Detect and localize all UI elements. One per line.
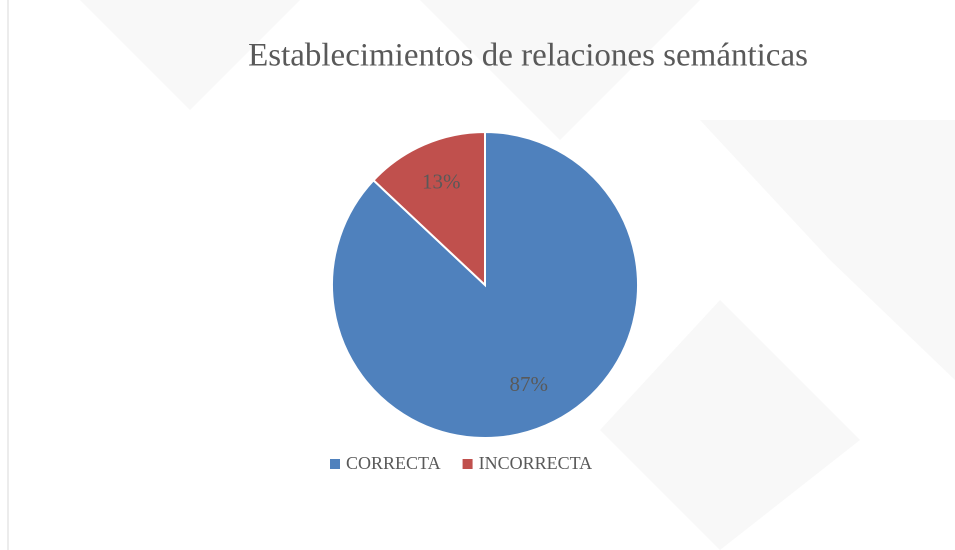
data-label: 13% <box>422 170 461 194</box>
bg-shape <box>80 0 300 110</box>
legend-swatch <box>462 459 473 469</box>
chart-title: Establecimientos de relaciones semántica… <box>248 38 808 74</box>
legend-label: INCORRECTA <box>479 453 593 473</box>
legend-swatch <box>330 459 340 469</box>
bg-shape <box>420 0 700 140</box>
bg-shape <box>600 300 860 550</box>
bg-shape <box>700 120 955 380</box>
pie-slice <box>372 130 486 288</box>
legend-label: CORRECTA <box>346 453 441 473</box>
data-label: 87% <box>509 372 548 396</box>
background-pattern <box>80 0 955 550</box>
